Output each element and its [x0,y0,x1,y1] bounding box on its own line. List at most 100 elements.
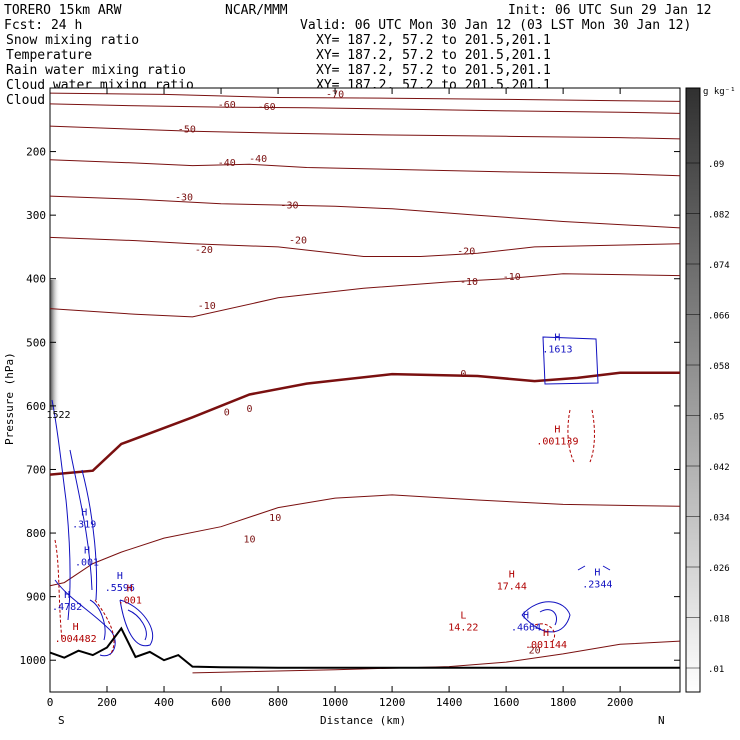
contour-label: -20 [457,246,475,257]
x-tick-label: 2000 [607,696,634,709]
contour-label: 10 [269,513,281,524]
x-tick-label: 200 [97,696,117,709]
plot-frame [49,87,681,693]
extremum-marker: H [117,571,123,582]
x-tick-label: 1000 [322,696,349,709]
x-axis-label: Distance (km) [320,714,406,727]
colorbar-tick-label: .042 [708,463,730,473]
colorbar-tick-label: .082 [708,211,730,221]
temperature-contour [49,125,681,140]
extremum-value: .2344 [582,580,612,591]
snow-shading [50,280,60,410]
colorbar-tick-label: .01 [708,665,724,675]
y-tick-label: 200 [26,146,46,159]
extremum-value: .001144 [525,640,567,651]
x-tick-label: 1800 [550,696,577,709]
x-tick-label: 800 [268,696,288,709]
extremum-value: .4664 [511,622,541,633]
valid-time: Valid: 06 UTC Mon 30 Jan 12 (03 LST Mon … [300,18,691,33]
extremum-value: .1613 [542,344,572,355]
extremum-marker: H [554,425,560,436]
temperature-contours: -70 -60 -60 -50 -40 -40 -30 -30 -20 -20 -20 -10 -10 -… [49,89,681,674]
colorbar-tick-label: .09 [708,160,724,170]
temperature-contour [49,195,681,229]
y-tick-label: 700 [26,463,46,476]
contour-label: -40 [249,154,267,165]
rain-water-contour [567,409,595,463]
x-tick-label: 0 [47,696,54,709]
temperature-contour [49,159,681,177]
colorbar-fill [685,87,701,693]
extremum-marker: H [127,584,133,595]
contour-label: -10 [460,277,478,288]
temperature-contour [49,494,681,587]
temperature-contour [192,640,681,674]
temperature-contour [49,371,680,476]
field-name: Rain water mixing ratio [6,63,186,78]
center-title: NCAR/MMM [225,3,288,18]
x-tick-label: 1600 [493,696,520,709]
cloud-water-contours [51,336,611,657]
extremum-marker: H [554,332,560,343]
rain-water-contour [534,623,556,643]
cloud-water-contour [119,599,154,647]
y-tick-label: 800 [26,527,46,540]
contour-label: -30 [280,201,298,212]
colorbar-tick-label: .066 [708,312,730,322]
contour-label: 0 [224,407,230,418]
contour-label: -10 [503,272,521,283]
x-axis: 0 200 400 600 800 1000 1200 1400 1600 1800 2000 [47,88,634,709]
contour-label: 20 [529,646,541,657]
cloud-water-contour [89,599,106,641]
colorbar-tick-label: .018 [708,615,730,625]
extremum-value: .001 [118,596,142,607]
colorbar-tick-label: .058 [708,362,730,372]
extremum-marker: H [594,568,600,579]
y-tick-label: 300 [26,209,46,222]
y-tick-label: 500 [26,336,46,349]
temperature-contour [49,103,681,114]
colorbar: g kg⁻¹ .01 .018 .026 .034 .042 .05 .058 .066 .07… [685,87,736,693]
contour-label: -10 [198,301,216,312]
extremum-marker: H [64,590,70,601]
contour-label: -40 [218,158,236,169]
forecast-hour: Fcst: 24 h [4,18,82,33]
field-xy: XY= 187.2, 57.2 to 201.5,201.1 [316,63,551,78]
field-xy: XY= 187.2, 57.2 to 201.5,201.1 [316,48,551,63]
header: TORERO 15km ARW NCAR/MMM Init: 06 UTC Su… [4,3,712,33]
extremum-value: .319 [72,519,96,530]
axis-end-left: S [58,714,65,727]
cloud-water-contour [577,565,611,571]
extremum-value: .004482 [55,634,97,645]
cloud-water-contour [127,609,147,641]
axis-end-right: N [658,714,665,727]
extremum-value: 17.44 [497,582,527,593]
cloud-water-contour [542,336,599,385]
field-name: Snow mixing ratio [6,33,139,48]
terrain-line [49,626,680,669]
y-axis-label: Pressure (hPa) [3,352,16,445]
colorbar-tick-label: .05 [708,413,724,423]
contour-label: -70 [326,89,344,100]
extrema-labels: H.1613H.001139H.319H.001H.5596H.001H.478… [47,332,613,651]
field-xy: XY= 187.2, 57.2 to 201.5,201.1 [316,33,551,48]
colorbar-tick-label: .034 [708,514,730,524]
contour-label: 0 [460,369,466,380]
cloud-water-contour [54,579,116,657]
rain-water-contour [94,599,115,656]
contour-label: -50 [178,124,196,135]
cloud-water-contour [81,469,98,601]
colorbar-tick-label: .074 [708,261,730,271]
temperature-contour [49,236,681,257]
x-tick-label: 1200 [379,696,406,709]
x-tick-label: 600 [211,696,231,709]
colorbar-unit: g kg⁻¹ [703,87,736,97]
temperature-contour [49,92,681,102]
y-tick-label: 400 [26,273,46,286]
rain-water-contour [54,539,63,641]
rain-water-contours [54,409,595,656]
temperature-contour [49,273,681,318]
cloud-water-contour [69,449,93,591]
extremum-value: .5596 [105,583,135,594]
extremum-marker: H [543,628,549,639]
